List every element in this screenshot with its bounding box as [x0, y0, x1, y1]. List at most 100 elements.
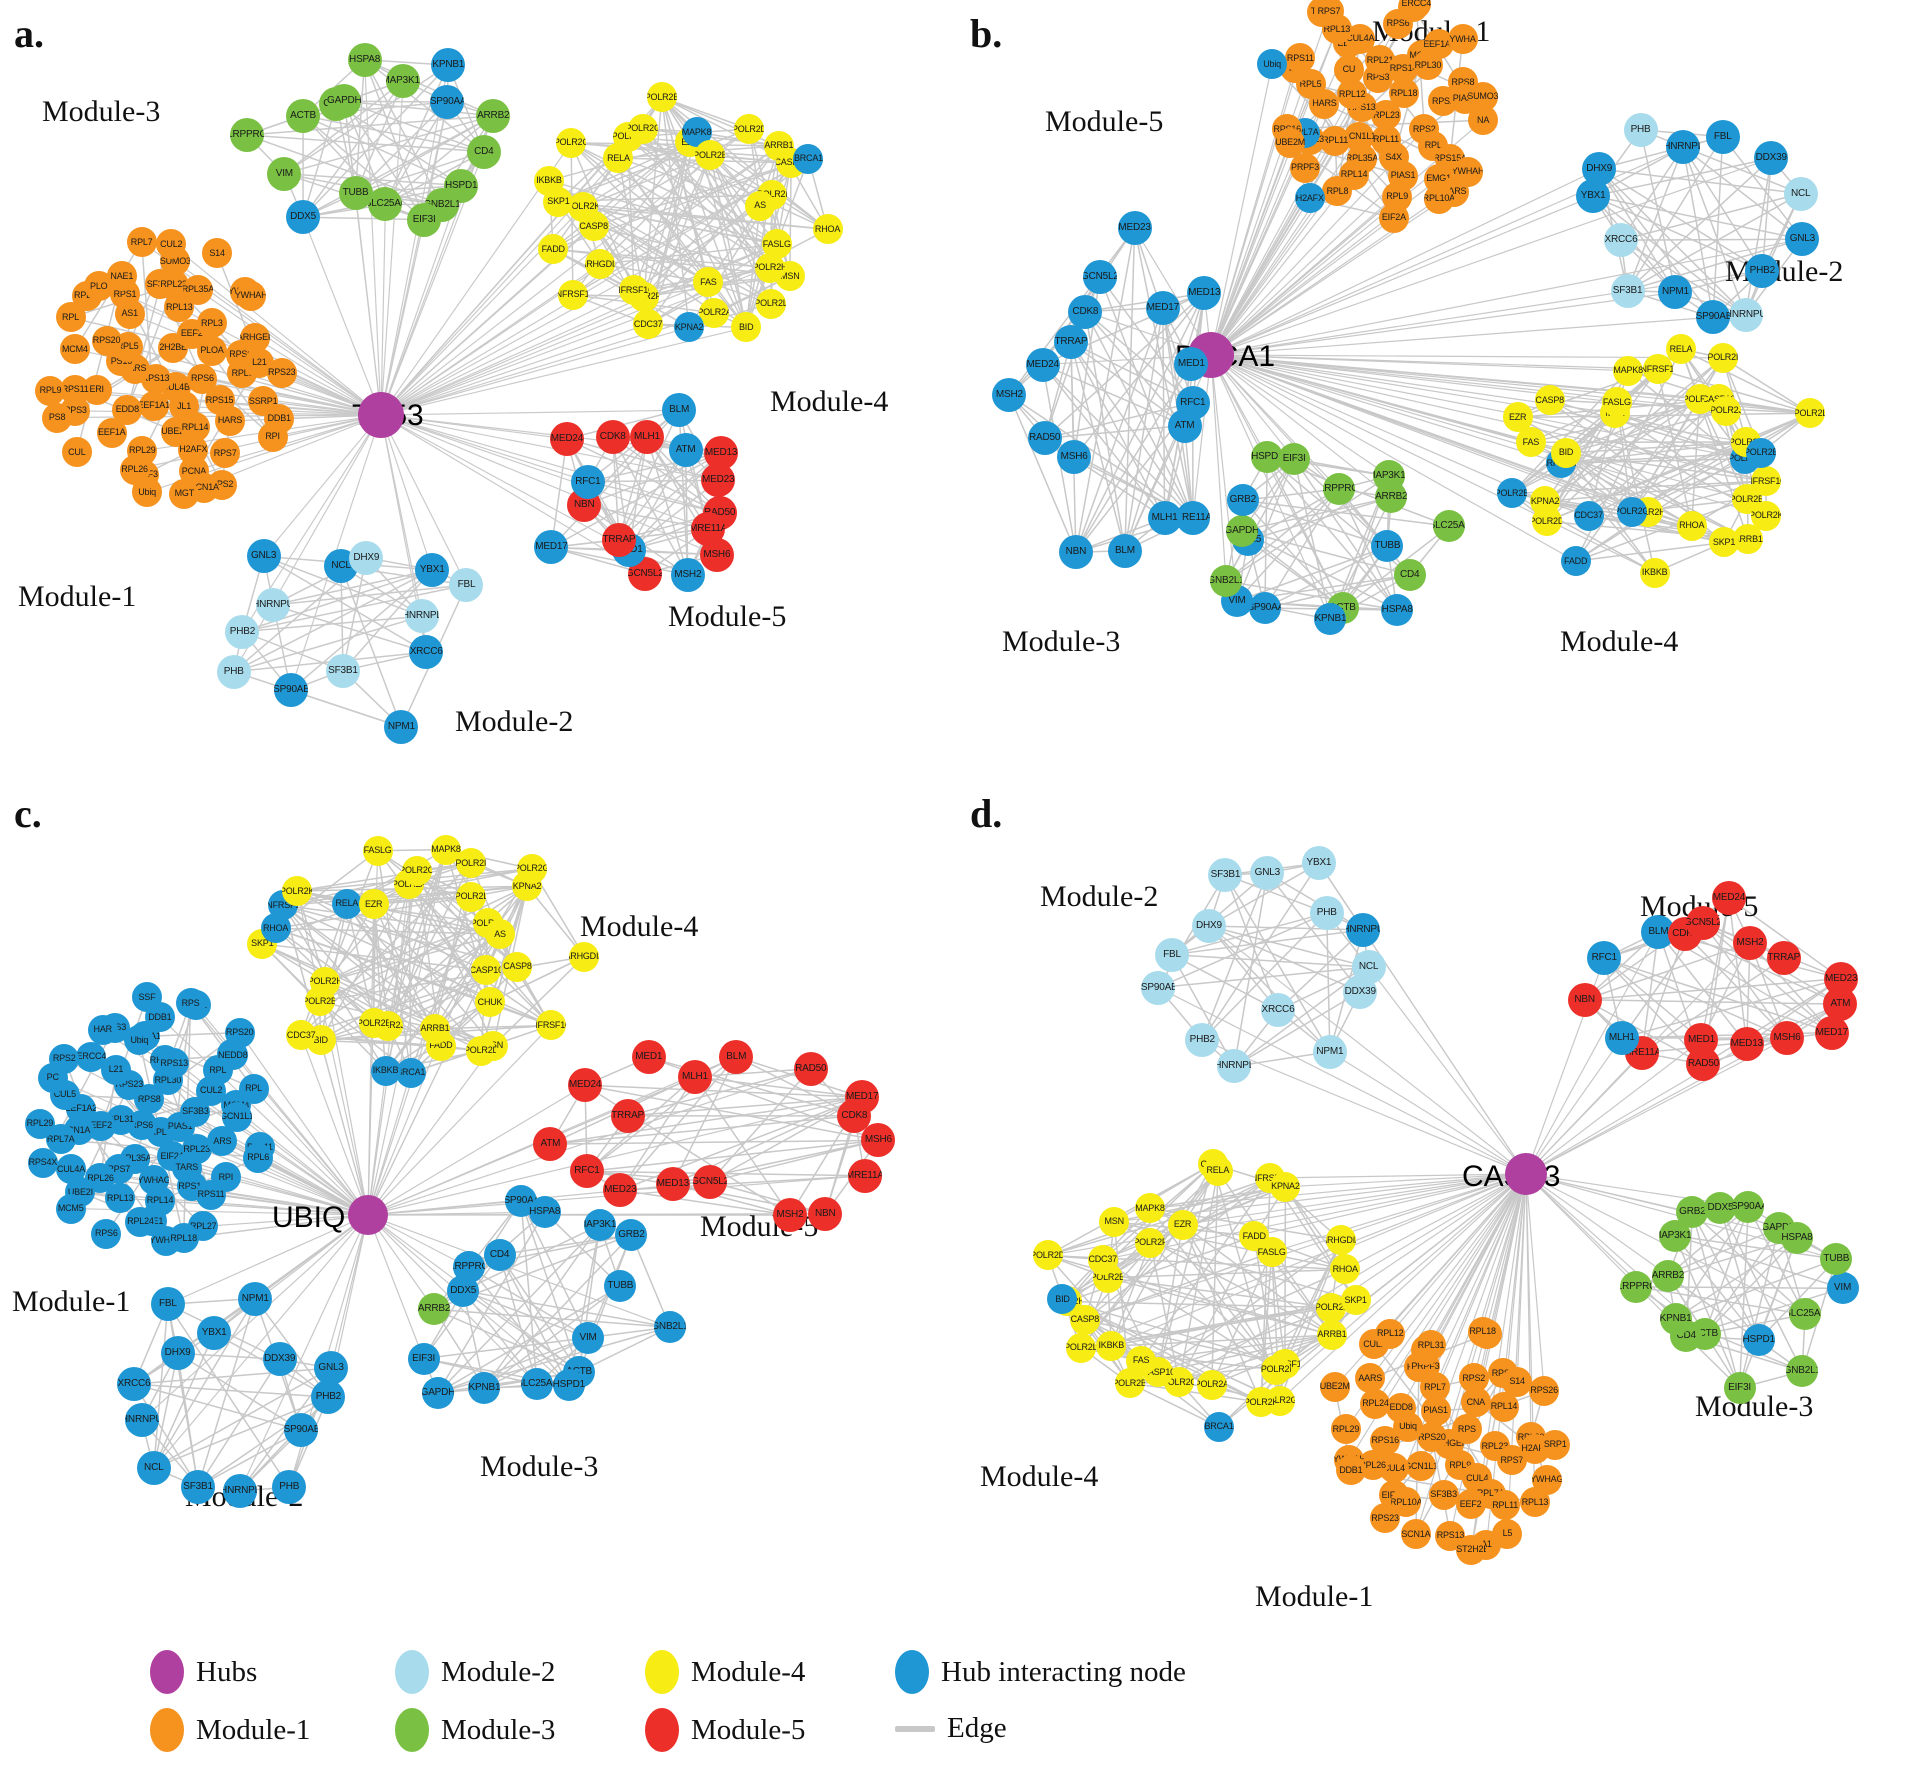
- node-cd4[interactable]: CD4: [466, 134, 501, 169]
- panel-a-hub-node[interactable]: [358, 392, 404, 438]
- node-gcn5l2[interactable]: GCN5L2: [693, 1164, 728, 1199]
- node-med13[interactable]: MED13: [1729, 1027, 1764, 1062]
- node-rpl8[interactable]: RPL8: [1322, 176, 1353, 207]
- node-gnb2l1[interactable]: GNB2L1: [1209, 565, 1242, 598]
- node-tubb[interactable]: TUBB: [1371, 530, 1404, 563]
- node-ubiq[interactable]: Ubiq: [1257, 49, 1288, 80]
- node-rpl13[interactable]: RPL13: [105, 1183, 136, 1214]
- node-sumo3[interactable]: SUMO3: [1467, 81, 1498, 112]
- node-tubb[interactable]: TUBB: [604, 1270, 637, 1303]
- node-grb2[interactable]: GRB2: [1676, 1196, 1709, 1229]
- node-rfc1[interactable]: RFC1: [569, 1154, 604, 1189]
- node-ps8[interactable]: PS8: [42, 402, 73, 433]
- node-med23[interactable]: MED23: [1117, 211, 1152, 246]
- node-phb2[interactable]: PHB2: [311, 1380, 346, 1415]
- node-edd8[interactable]: EDD8: [1386, 1392, 1417, 1423]
- node-hspa8[interactable]: HSPA8: [1381, 593, 1414, 626]
- node-hspd1[interactable]: HSPD1: [552, 1369, 585, 1402]
- node-npm1[interactable]: NPM1: [384, 710, 419, 745]
- node-eef1a[interactable]: EEF1A: [96, 417, 127, 448]
- node-ikbkb[interactable]: IKBKB: [370, 1055, 401, 1086]
- node-rps23[interactable]: RPS23: [1370, 1503, 1401, 1534]
- node-prpf3[interactable]: PRPF3: [1290, 152, 1321, 183]
- node-arhgdia[interactable]: ARHGDIA: [1325, 1225, 1356, 1256]
- node-gnl3[interactable]: GNL3: [246, 539, 281, 574]
- node-slc25a6[interactable]: SLC25A6: [1788, 1298, 1821, 1331]
- node-rps7[interactable]: RPS7: [1313, 0, 1344, 27]
- node-polr2i[interactable]: POLR2I: [1707, 342, 1738, 373]
- node-ddb1[interactable]: DDB1: [1335, 1455, 1366, 1486]
- node-skp1[interactable]: SKP1: [1709, 527, 1740, 558]
- node-rpl11[interactable]: RPL11: [1490, 1490, 1521, 1521]
- node-tnfrsf1a[interactable]: TNFRSF1A: [1642, 354, 1673, 385]
- node-map3k14[interactable]: MAP3K14: [583, 1209, 616, 1242]
- node-ezr[interactable]: EZR: [1502, 402, 1533, 433]
- node-cdk8[interactable]: CDK8: [837, 1098, 872, 1133]
- node-rps6[interactable]: RPS6: [91, 1218, 122, 1249]
- node-msh2[interactable]: MSH2: [670, 557, 705, 592]
- node-scn1a[interactable]: SCN1A: [1400, 1519, 1431, 1550]
- node-phb2[interactable]: PHB2: [1745, 253, 1780, 288]
- node-rpi[interactable]: RPI: [257, 421, 288, 452]
- node-skp1[interactable]: SKP1: [1340, 1285, 1371, 1316]
- node-nae1[interactable]: NAE1: [106, 261, 137, 292]
- node-rpl[interactable]: RPL: [238, 1073, 269, 1104]
- node-atm[interactable]: ATM: [668, 433, 703, 468]
- node-arrb1[interactable]: ARRB1: [1316, 1319, 1347, 1350]
- node-npm1[interactable]: NPM1: [238, 1281, 273, 1316]
- node-kpnb1[interactable]: KPNB1: [431, 48, 466, 83]
- node-polr2g[interactable]: POLR2G: [628, 113, 659, 144]
- node-phb[interactable]: PHB: [1623, 112, 1658, 147]
- node-fadd[interactable]: FADD: [1560, 546, 1591, 577]
- node-eef1a1[interactable]: EEF1A1: [138, 390, 169, 421]
- node-kpna2[interactable]: KPNA2: [1530, 486, 1561, 517]
- node-vim[interactable]: VIM: [572, 1321, 605, 1354]
- node-slc25a6[interactable]: SLC25A6: [521, 1368, 554, 1401]
- node-cu[interactable]: CU: [1333, 54, 1364, 85]
- node-mlh1[interactable]: MLH1: [677, 1059, 712, 1094]
- node-hsp90ab1[interactable]: HSP90AB1: [1696, 300, 1731, 335]
- node-hnrnpl[interactable]: HNRNPL: [404, 599, 439, 634]
- node-faslg[interactable]: FASLG: [1601, 387, 1632, 418]
- node-bid[interactable]: BID: [731, 312, 762, 343]
- node-msh6[interactable]: MSH6: [861, 1123, 896, 1158]
- node-rps20[interactable]: RPS20: [224, 1017, 255, 1048]
- node-rps[interactable]: RPS: [175, 988, 206, 1019]
- node-eif3i[interactable]: EIF3I: [407, 202, 442, 237]
- node-polr2a[interactable]: POLR2A: [699, 297, 730, 328]
- node-tubb[interactable]: TUBB: [338, 176, 373, 211]
- node-as[interactable]: AS: [745, 190, 776, 221]
- node-lrpprc[interactable]: LRPPRC: [452, 1251, 485, 1284]
- node-msn[interactable]: MSN: [1099, 1206, 1130, 1237]
- node-ybx1[interactable]: YBX1: [415, 552, 450, 587]
- node-mlh1[interactable]: MLH1: [1147, 501, 1182, 536]
- node-rpl18[interactable]: RPL18: [168, 1223, 199, 1254]
- node-hsp90aa1[interactable]: HSP90AA1: [1248, 592, 1281, 625]
- node-rpl29[interactable]: RPL29: [24, 1108, 55, 1139]
- node-eef2[interactable]: EEF2: [1455, 1489, 1486, 1520]
- node-rpl18[interactable]: RPL18: [1467, 1316, 1498, 1347]
- node-hars[interactable]: HARS: [214, 405, 245, 436]
- node-rps11[interactable]: RPS11: [1285, 43, 1316, 74]
- node-arhgdia[interactable]: ARHGDIA: [569, 941, 600, 972]
- node-rpl24[interactable]: RPL24: [125, 1206, 156, 1237]
- node-rfc1[interactable]: RFC1: [570, 464, 605, 499]
- node-rfc1[interactable]: RFC1: [1587, 941, 1622, 976]
- node-hspa8[interactable]: HSPA8: [347, 42, 382, 77]
- node-gnb2l1[interactable]: GNB2L1: [653, 1311, 686, 1344]
- node-rad50[interactable]: RAD50: [793, 1051, 828, 1086]
- node-hsp90aa1[interactable]: HSP90AA1: [430, 84, 465, 119]
- node-fadd[interactable]: FADD: [538, 234, 569, 265]
- panel-c-hub-node[interactable]: [348, 1195, 388, 1235]
- node-kpna2[interactable]: KPNA2: [1270, 1171, 1301, 1202]
- node-hnrnpu[interactable]: HNRNPU: [124, 1403, 159, 1438]
- node-mlh1[interactable]: MLH1: [629, 420, 664, 455]
- node-har[interactable]: HAR: [87, 1014, 118, 1045]
- node-dhx9[interactable]: DHX9: [349, 540, 384, 575]
- node-ezr[interactable]: EZR: [1167, 1209, 1198, 1240]
- node-dhx9[interactable]: DHX9: [1191, 909, 1226, 943]
- node-casp10[interactable]: CASP10: [471, 955, 502, 986]
- node-ikbkb[interactable]: IKBKB: [533, 165, 564, 196]
- node-ube2m[interactable]: UBE2M: [1319, 1371, 1350, 1402]
- node-med24[interactable]: MED24: [1025, 347, 1060, 382]
